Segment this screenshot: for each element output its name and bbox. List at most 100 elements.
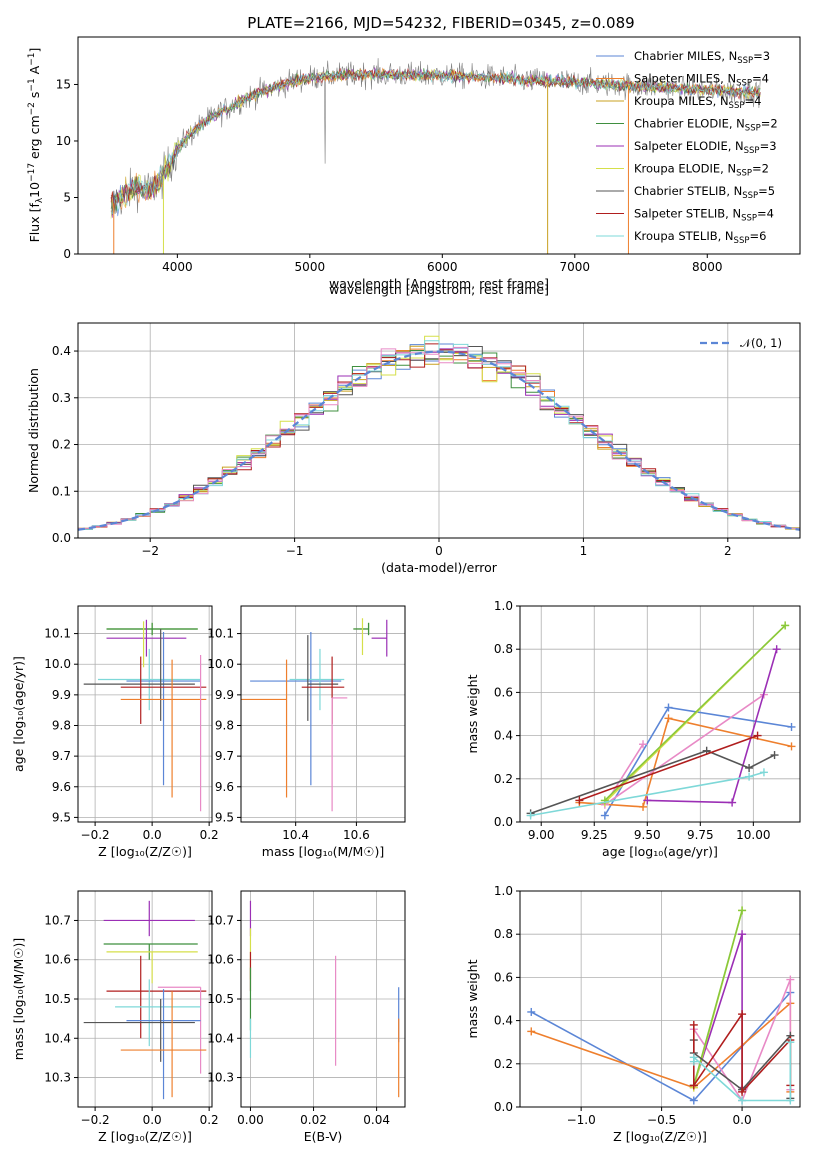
figure-title: PLATE=2166, MJD=54232, FIBERID=0345, z=0…: [247, 14, 634, 32]
y-label-part: −1: [27, 78, 37, 91]
x-tick-label: 8000: [692, 260, 723, 274]
axes-frame: [77, 605, 213, 823]
y-axis-label: Flux [fλ10−17 erg cm−2 s−1 A−1]: [27, 48, 45, 243]
y-tick-label: 0.2: [494, 1057, 513, 1071]
legend-entry: Kroupa MILES, NSSP=4: [634, 94, 761, 111]
plot-area: [241, 618, 388, 812]
panel-mass-vs-ebv: 0.00 0.02 0.04 10.3 10.4 10.5 10.6 10.7 E(B-V): [207, 890, 406, 1144]
legend-value: =5: [758, 184, 775, 198]
legend-sub: SSP: [744, 146, 760, 156]
y-label-part: Flux [f: [27, 203, 42, 243]
y-axis-label: age [log₁₀(age/yr)]: [11, 656, 26, 772]
plot-area: [527, 906, 795, 1105]
panel-mw-vs-age: 9.00 9.25 9.50 9.75 10.00 0.0 0.2 0.4 0.6 0.8 1.0 a…: [465, 599, 801, 859]
legend-value: =3: [753, 49, 770, 63]
y-tick-label: 10.4: [44, 1031, 71, 1045]
x-tick-label: 0.0: [143, 828, 162, 842]
y-tick-label: 0.6: [494, 685, 513, 699]
model-spectrum: [110, 68, 761, 215]
legend-entry: Kroupa ELODIE, NSSP=2: [634, 162, 769, 179]
y-tick-label: 0.2: [494, 772, 513, 786]
legend-sub: SSP: [737, 56, 753, 66]
panel-mass-vs-Z: −0.2 0.0 0.2 10.3 10.4 10.5 10.6 10.7 Z [log₁₀(Z…: [11, 890, 219, 1144]
y-axis-label: mass [log₁₀(M/M☉)]: [11, 938, 26, 1060]
legend-sub: SSP: [745, 124, 761, 134]
x-tick-label: 1: [580, 544, 588, 558]
y-tick-label: 0.8: [494, 642, 513, 656]
legend-label: Kroupa ELODIE, N: [634, 162, 736, 176]
plot-area: [110, 58, 761, 254]
y-tick-label: 0.3: [52, 391, 71, 405]
x-tick-label: 0.2: [200, 1113, 219, 1127]
y-tick-label: 10.7: [44, 913, 71, 927]
axes-frame: [519, 890, 801, 1108]
y-label-part: s: [27, 92, 42, 103]
plot-area: [78, 335, 800, 532]
x-tick-label: −1: [286, 544, 304, 558]
legend-entry: Salpeter ELODIE, NSSP=3: [634, 139, 777, 156]
legend-label: Kroupa MILES, N: [634, 94, 729, 108]
y-tick-label: 15: [56, 77, 71, 91]
y-label-part: −1: [27, 53, 37, 66]
legend-label: Salpeter MILES, N: [634, 72, 736, 86]
y-tick-label: 9.5: [52, 810, 71, 824]
x-tick-label: −1.0: [567, 1113, 596, 1127]
y-label-part: −2: [27, 102, 37, 115]
x-axis-label: Z [log₁₀(Z/Z☉)]: [98, 844, 192, 859]
mass-weight-line: [604, 624, 786, 801]
legend-entry: Salpeter MILES, NSSP=4: [634, 72, 769, 89]
y-tick-label: 9.6: [52, 780, 71, 794]
plot-area: [83, 619, 207, 812]
legend-sub: SSP: [734, 236, 750, 246]
panel-age-vs-mass: 10.4 10.6 9.5 9.6 9.7 9.8 9.9 10.0 10.1 mass [log…: [207, 605, 406, 859]
legend-entry: Chabrier MILES, NSSP=3: [634, 49, 770, 66]
mass-weight-line: [693, 910, 743, 1086]
legend-value: =6: [749, 229, 766, 243]
y-tick-label: 0.4: [52, 344, 71, 358]
y-label-part: erg cm: [27, 115, 42, 163]
mass-weight-line: [579, 734, 758, 802]
mass-weight-line: [579, 717, 792, 808]
x-tick-label: 6000: [427, 260, 458, 274]
y-tick-label: 10.6: [207, 953, 234, 967]
y-tick-label: 0.6: [494, 970, 513, 984]
normal-curve: [78, 350, 800, 531]
y-tick-label: 1.0: [494, 599, 513, 613]
x-tick-label: 9.75: [687, 828, 714, 842]
legend-label: Salpeter ELODIE, N: [634, 139, 744, 153]
legend-value: =4: [752, 72, 769, 86]
y-tick-label: 10.6: [44, 953, 71, 967]
x-tick-label: 0.02: [300, 1113, 327, 1127]
panel-age-vs-Z: −0.2 0.0 0.2 9.5 9.6 9.7 9.8 9.9 10.0 10.1 Z [log₁…: [11, 605, 219, 859]
legend-entry: Kroupa STELIB, NSSP=6: [634, 229, 766, 246]
y-tick-label: 10.7: [207, 913, 234, 927]
y-tick-label: 0.2: [52, 438, 71, 452]
x-tick-label: 5000: [295, 260, 326, 274]
legend-label: Salpeter STELIB, N: [634, 207, 741, 221]
legend-sub: SSP: [729, 101, 745, 111]
plot-area: [526, 621, 796, 820]
legend-label: Chabrier STELIB, N: [634, 184, 742, 198]
x-tick-label: 10.6: [343, 828, 370, 842]
axes-frame: [240, 605, 406, 823]
x-tick-label: 9.50: [634, 828, 661, 842]
x-tick-label: 0: [435, 544, 443, 558]
x-tick-label: 9.00: [528, 828, 555, 842]
y-label-part: ]: [27, 48, 42, 53]
legend-label: Kroupa STELIB, N: [634, 229, 734, 243]
y-tick-label: 10.5: [44, 992, 71, 1006]
legend-entry: Chabrier STELIB, NSSP=5: [634, 184, 775, 201]
y-label-part: λ: [35, 197, 45, 203]
mass-weight-line: [530, 749, 775, 815]
y-tick-label: 10.4: [207, 1031, 234, 1045]
y-tick-label: 10.0: [207, 657, 234, 671]
x-axis-label: wavelength [Angstrom, rest frame]: [329, 276, 549, 291]
plot-area: [83, 900, 207, 1100]
legend-label: Chabrier MILES, N: [634, 49, 737, 63]
legend-sub: SSP: [742, 191, 758, 201]
legend-value: =2: [752, 162, 769, 176]
y-tick-label: 1.0: [494, 884, 513, 898]
x-tick-label: 0.0: [733, 1113, 752, 1127]
legend-entry: Salpeter STELIB, NSSP=4: [634, 207, 774, 224]
y-label-part: A: [27, 65, 42, 78]
